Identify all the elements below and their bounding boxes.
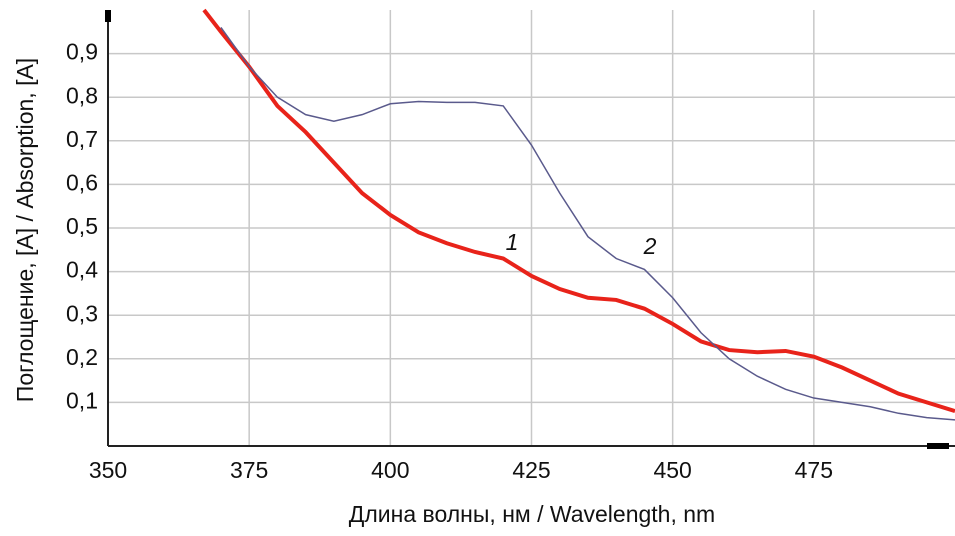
y-tick-label: 0,7 <box>66 126 98 152</box>
y-tick-label: 0,6 <box>66 169 98 195</box>
series-line <box>220 27 955 421</box>
axis-end-marker <box>927 443 949 449</box>
y-tick-label: 0,8 <box>66 82 98 108</box>
x-tick-label: 400 <box>371 457 409 483</box>
series-label: 2 <box>643 233 657 259</box>
x-tick-label: 450 <box>653 457 691 483</box>
y-tick-label: 0,9 <box>66 39 98 65</box>
y-tick-label: 0,2 <box>66 344 98 370</box>
x-tick-label: 425 <box>512 457 550 483</box>
x-tick-label: 475 <box>795 457 833 483</box>
x-tick-label: 350 <box>89 457 127 483</box>
y-tick-label: 0,5 <box>66 213 98 239</box>
series-label: 1 <box>506 229 519 255</box>
x-tick-label: 375 <box>230 457 268 483</box>
y-tick-label: 0,3 <box>66 300 98 326</box>
y-axis-label: Поглощение, [A] / Absorption, [A] <box>12 58 38 402</box>
series-line <box>202 8 955 414</box>
axis-end-marker <box>105 10 111 22</box>
y-tick-label: 0,1 <box>66 387 98 413</box>
y-tick-label: 0,4 <box>66 257 98 283</box>
x-axis-label: Длина волны, нм / Wavelength, nm <box>349 501 715 527</box>
